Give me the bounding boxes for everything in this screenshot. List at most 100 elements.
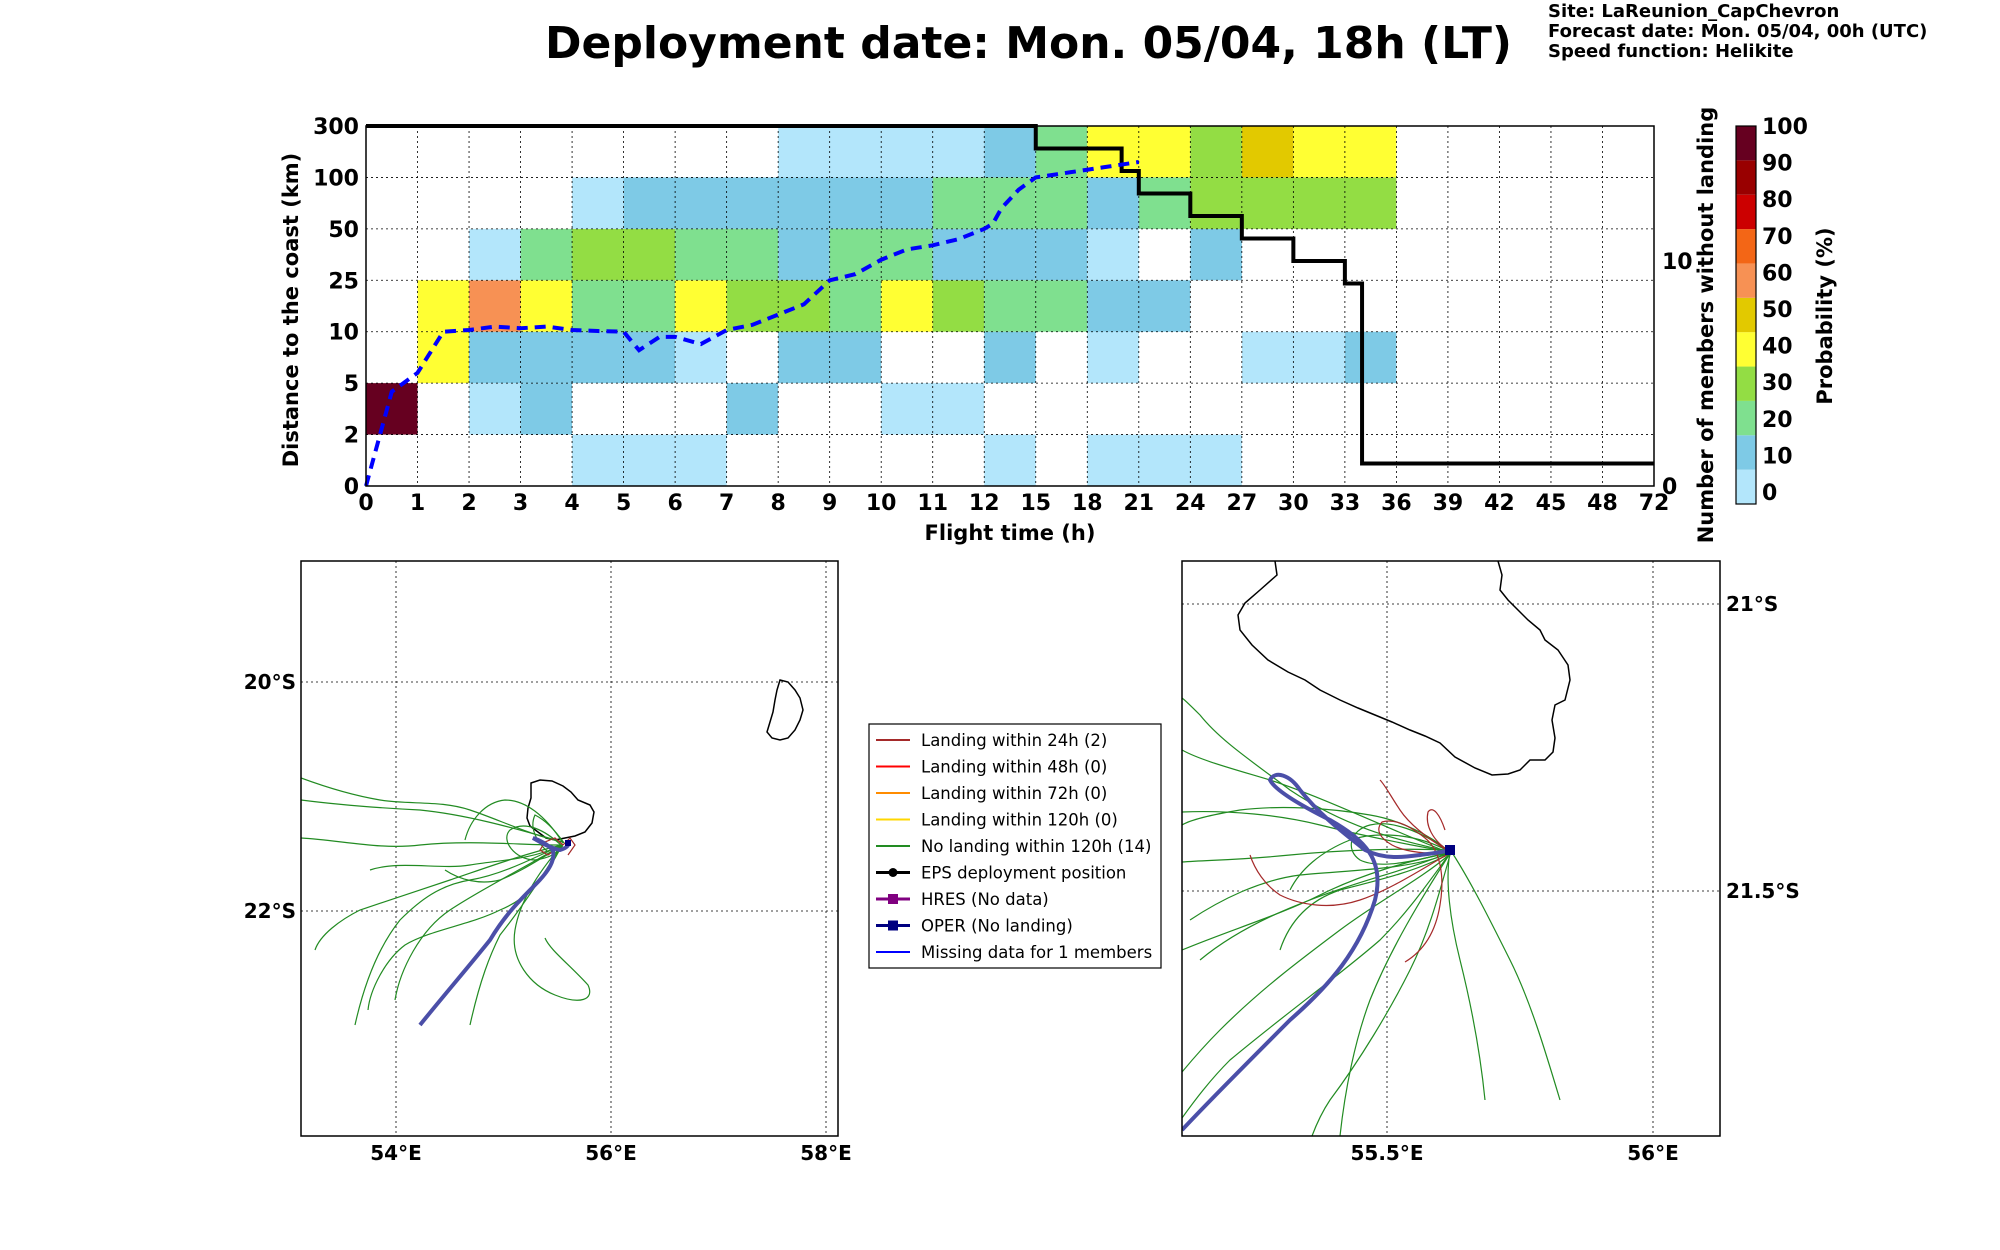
heatmap-cell <box>469 280 521 332</box>
x-tick-label: 30 <box>1278 491 1309 516</box>
y2-axis-label: Number of members without landing <box>1694 107 1718 544</box>
median-distance-line <box>364 160 1140 487</box>
colorbar-segment <box>1736 366 1756 401</box>
heatmap-cell <box>1087 228 1139 281</box>
colorbar-segment <box>1736 435 1756 470</box>
x-axis-label: Flight time (h) <box>925 521 1096 545</box>
colorbar-frame <box>1735 125 1757 505</box>
forecast-date-label: Forecast date: Mon. 05/04, 00h (UTC) <box>1548 21 1928 42</box>
legend-entry: HRES (No data) <box>876 890 1049 909</box>
x-tick-label: 6 <box>667 491 682 516</box>
y2-tick-labels: 0 10 <box>1662 250 1693 500</box>
y-tick-label: 50 <box>328 218 359 243</box>
overview-gridlines <box>301 561 838 1136</box>
overview-lon-tick: 56°E <box>585 1141 637 1165</box>
colorbar-tick-label: 40 <box>1762 335 1793 360</box>
x-tick-label: 3 <box>513 491 528 516</box>
x-tick-label: 33 <box>1330 491 1361 516</box>
heatmap-cell <box>1190 126 1242 178</box>
reunion-coastline-detail <box>1237 561 1571 776</box>
y-tick-label: 25 <box>328 269 359 294</box>
colorbar-tick-label: 50 <box>1762 298 1793 323</box>
y2-tick-label: 0 <box>1662 475 1677 500</box>
heatmap-cell <box>1190 434 1242 486</box>
heatmap-frame <box>365 125 1655 487</box>
legend-label: HRES (No data) <box>921 890 1049 909</box>
zoom-landing-24h-tracks <box>1249 779 1451 963</box>
heatmap-cell <box>726 383 779 435</box>
heatmap-cell <box>984 126 1036 178</box>
heatmap-cell <box>520 280 573 332</box>
colorbar-tick-label: 90 <box>1762 152 1793 177</box>
heatmap-cell <box>829 280 882 332</box>
zoom-map: 55.5°E 56°E 21°S 21.5°S <box>1181 560 1800 1165</box>
zoom-oper-marker <box>1445 845 1455 855</box>
legend-entry: Landing within 72h (0) <box>876 784 1107 803</box>
heatmap-cell <box>1241 126 1294 178</box>
zoom-gridlines <box>1182 561 1720 1136</box>
zoom-lat-tick: 21°S <box>1726 592 1778 616</box>
x-tick-label: 48 <box>1587 491 1618 516</box>
x-tick-label: 0 <box>358 491 373 516</box>
y-axis-label: Distance to the coast (km) <box>279 153 303 468</box>
x-tick-label: 7 <box>719 491 734 516</box>
heatmap-cell <box>675 331 727 384</box>
x-tick-labels: 0 1 2 3 4 5 6 7 8 9 10 11 12 15 18 21 24 27 30 33 36 39 42 45 48… <box>358 491 1669 516</box>
colorbar-segment <box>1736 160 1756 195</box>
x-tick-label: 1 <box>410 491 425 516</box>
heatmap-cell <box>572 177 624 229</box>
x-tick-label: 11 <box>917 491 948 516</box>
chart-title: Deployment date: Mon. 05/04, 18h (LT) <box>545 18 1512 69</box>
heatmap-cell <box>1344 331 1397 384</box>
legend-entry: Landing within 24h (2) <box>876 731 1107 750</box>
zoom-lon-tick: 56°E <box>1627 1141 1679 1165</box>
heatmap-cell <box>881 280 933 332</box>
y-tick-label: 10 <box>328 321 359 346</box>
overview-lat-tick: 20°S <box>244 670 296 694</box>
overview-map: 54°E 56°E 58°E 20°S 22°S <box>244 560 852 1165</box>
x-tick-label: 15 <box>1020 491 1051 516</box>
colorbar-segment <box>1736 297 1756 333</box>
x-tick-label: 39 <box>1433 491 1464 516</box>
x-tick-label: 18 <box>1072 491 1103 516</box>
site-label: Site: LaReunion_CapChevron <box>1548 1 1840 22</box>
overview-frame <box>300 560 839 1137</box>
heatmap-cell <box>469 228 521 281</box>
legend-entry: Landing within 48h (0) <box>876 758 1107 777</box>
heatmap-cell <box>778 228 830 281</box>
overview-lat-tick: 22°S <box>244 899 296 923</box>
overview-lon-tick: 58°E <box>800 1141 852 1165</box>
heatmap-cell <box>1190 228 1242 281</box>
colorbar-segment <box>1736 469 1756 504</box>
colorbar-tick-label: 0 <box>1762 481 1777 506</box>
legend-marker <box>888 920 898 931</box>
x-tick-label: 10 <box>866 491 897 516</box>
x-tick-label: 42 <box>1484 491 1515 516</box>
x-tick-label: 72 <box>1639 491 1670 516</box>
x-tick-label: 36 <box>1381 491 1412 516</box>
mauritius-coastline <box>766 679 804 741</box>
heatmap-cell <box>1138 177 1191 229</box>
colorbar-tick-label: 60 <box>1762 261 1793 286</box>
speed-function-label: Speed function: Helikite <box>1548 41 1794 62</box>
overview-oper-track <box>418 836 571 1027</box>
y-tick-label: 5 <box>344 372 359 397</box>
overview-tracks <box>301 777 591 1026</box>
y-tick-label: 100 <box>313 166 359 191</box>
members-without-landing-line <box>366 124 1654 466</box>
x-tick-label: 12 <box>969 491 1000 516</box>
x-tick-label: 24 <box>1175 491 1206 516</box>
heatmap-cell <box>1035 177 1088 229</box>
zoom-oper-track <box>1182 772 1451 1132</box>
y-tick-label: 2 <box>344 424 359 449</box>
colorbar-segment <box>1736 126 1756 161</box>
heatmap-cell <box>520 228 573 281</box>
legend-label: No landing within 120h (14) <box>921 837 1151 856</box>
x-tick-label: 4 <box>564 491 579 516</box>
heatmap-cell <box>675 434 727 486</box>
legend-entry: OPER (No landing) <box>876 917 1073 936</box>
legend-label: Landing within 48h (0) <box>921 758 1107 777</box>
colorbar-label: Probability (%) <box>1813 227 1837 404</box>
colorbar-segment <box>1736 263 1756 298</box>
